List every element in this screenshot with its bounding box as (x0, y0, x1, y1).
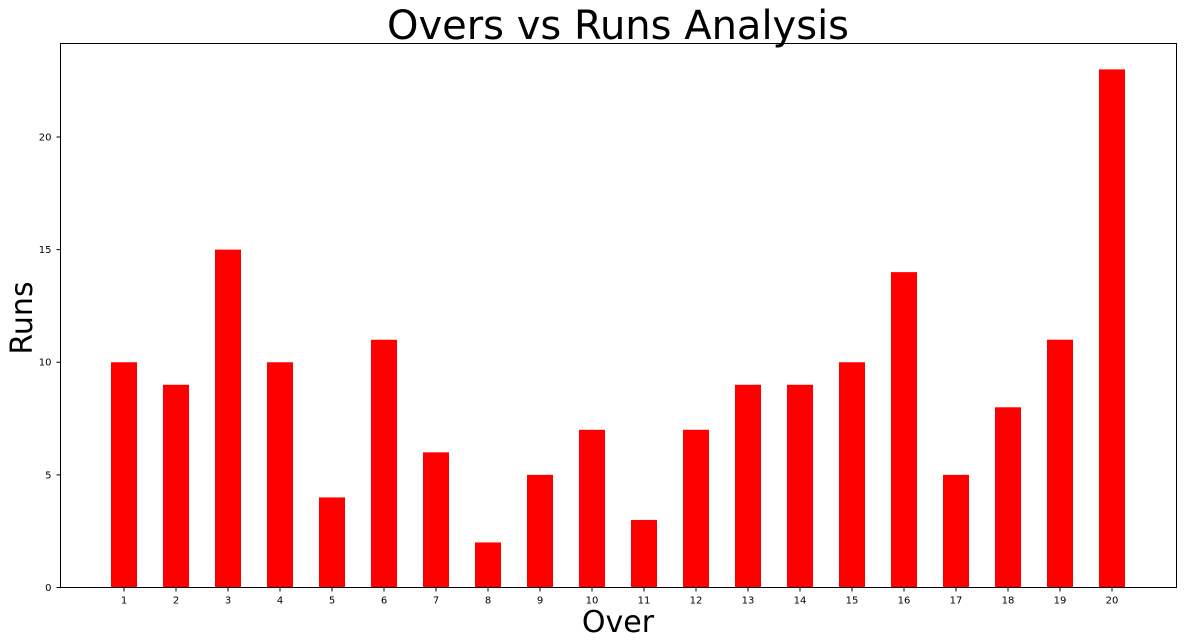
bar-over-13 (735, 384, 761, 588)
bar-over-11 (631, 519, 657, 588)
y-tick-label: 15 (39, 245, 52, 256)
bar-over-6 (371, 339, 397, 588)
bars-group (111, 69, 1125, 588)
bar-over-18 (995, 407, 1021, 588)
bar-over-1 (111, 362, 137, 588)
x-tick-label: 12 (690, 596, 703, 607)
bar-over-14 (787, 384, 813, 588)
bar-over-7 (423, 452, 449, 588)
bar-over-9 (527, 474, 553, 588)
bar-over-12 (683, 429, 709, 588)
x-tick-label: 6 (381, 596, 387, 607)
x-tick-label: 17 (950, 596, 963, 607)
x-tick-label: 13 (742, 596, 755, 607)
x-tick-label: 14 (794, 596, 807, 607)
x-tick-label: 5 (329, 596, 335, 607)
chart-title: Overs vs Runs Analysis (387, 3, 849, 49)
y-tick-label: 10 (39, 358, 52, 369)
x-tick-label: 2 (173, 596, 179, 607)
x-tick-label: 19 (1054, 596, 1067, 607)
bar-over-10 (579, 429, 605, 588)
y-axis-label: Runs (5, 281, 40, 354)
y-tick-label: 20 (39, 132, 52, 143)
x-axis-ticks: 1 2 3 4 5 6 7 8 9 10 11 12 13 14 15 16 17 18 19 20 (121, 587, 1119, 607)
x-tick-label: 8 (485, 596, 491, 607)
y-axis-ticks: 0 5 10 15 20 (39, 132, 61, 594)
plot-frame (60, 43, 1177, 588)
bar-over-20 (1099, 69, 1125, 588)
x-tick-label: 15 (846, 596, 859, 607)
x-axis-label: Over (582, 605, 655, 640)
x-tick-label: 9 (537, 596, 543, 607)
bar-over-5 (319, 497, 345, 588)
bar-over-8 (475, 542, 501, 588)
x-tick-label: 10 (586, 596, 599, 607)
y-tick-label: 0 (45, 583, 51, 594)
x-tick-label: 7 (433, 596, 439, 607)
x-tick-label: 18 (1002, 596, 1015, 607)
bar-over-3 (215, 249, 241, 588)
bar-over-15 (839, 362, 865, 588)
x-tick-label: 11 (638, 596, 651, 607)
x-tick-label: 3 (225, 596, 231, 607)
x-tick-label: 20 (1106, 596, 1119, 607)
y-tick-label: 5 (45, 470, 51, 481)
bar-over-17 (943, 474, 969, 588)
bar-over-2 (163, 384, 189, 588)
x-tick-label: 16 (898, 596, 911, 607)
x-tick-label: 1 (121, 596, 127, 607)
bar-over-4 (267, 362, 293, 588)
bar-over-19 (1047, 339, 1073, 588)
x-tick-label: 4 (277, 596, 283, 607)
bar-over-16 (891, 272, 917, 588)
